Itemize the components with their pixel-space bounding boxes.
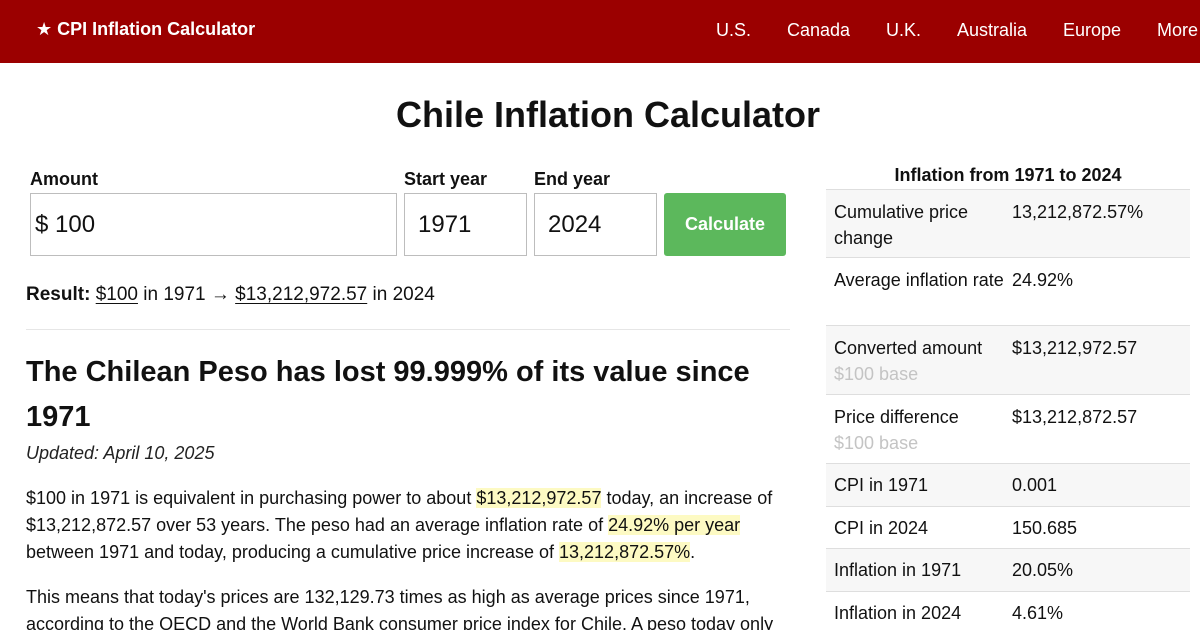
row-key: Average inflation rate: [834, 270, 1004, 290]
summary-paragraph: $100 in 1971 is equivalent in purchasing…: [26, 485, 772, 566]
result-label: Result:: [26, 284, 91, 305]
nav-link-canada[interactable]: Canada: [787, 20, 851, 40]
summary-line-1: $100 in 1971 is equivalent in purchasing…: [26, 488, 773, 508]
highlight-converted: $13,212,972.57: [476, 488, 602, 508]
table-row: CPI in 1971 0.001: [826, 463, 1190, 506]
result-to-year: in 2024: [372, 284, 435, 305]
updated-date: Updated: April 10, 2025: [26, 443, 215, 463]
article-headline: The Chilean Peso has lost 99.999% of its…: [26, 356, 750, 433]
page-title: Chile Inflation Calculator: [395, 94, 821, 135]
row-key: CPI in 1971: [834, 475, 929, 495]
row-value: 13,212,872.57%: [1012, 202, 1144, 222]
nav-link-australia[interactable]: Australia: [957, 20, 1028, 40]
row-value: 24.92%: [1012, 270, 1074, 290]
table-row: Average inflation rate 24.92%: [826, 257, 1190, 325]
row-value: $13,212,972.57: [1012, 338, 1138, 358]
row-key: Converted amount $100 base: [834, 335, 1004, 387]
row-key: CPI in 2024: [834, 518, 929, 538]
result-line: Result: $100 in 1971 → $13,212,972.57 in…: [26, 284, 435, 306]
row-value: 4.61%: [1012, 603, 1064, 623]
table-row: Cumulative price change 13,212,872.57%: [826, 189, 1190, 257]
brand-label: CPI Inflation Calculator: [57, 19, 256, 39]
end-year-input[interactable]: 2024: [534, 193, 657, 256]
highlight-cumulative: 13,212,872.57%: [559, 542, 691, 562]
divider: [26, 329, 790, 330]
row-value: $13,212,872.57: [1012, 407, 1138, 427]
row-subnote: $100 base: [834, 433, 919, 453]
result-from-amount[interactable]: $100: [95, 284, 138, 305]
currency-symbol: $: [35, 211, 49, 238]
arrow-icon: →: [210, 284, 230, 305]
amount-value: 100: [55, 211, 96, 238]
detail-line-2: according to the OECD and the World Bank…: [26, 614, 774, 630]
summary-line-3: between 1971 and today, producing a cumu…: [26, 542, 696, 562]
row-value: 0.001: [1012, 475, 1058, 495]
nav-link-us[interactable]: U.S.: [716, 20, 752, 40]
start-year-value: 1971: [418, 211, 472, 238]
amount-input[interactable]: $ 100: [30, 193, 397, 256]
detail-paragraph: This means that today's prices are 132,1…: [26, 584, 773, 630]
star-icon: ★: [36, 19, 53, 39]
row-value: 150.685: [1012, 518, 1078, 538]
row-key: Cumulative price change: [834, 202, 969, 248]
row-key: Inflation in 2024: [834, 603, 962, 623]
row-value: 20.05%: [1012, 560, 1074, 580]
end-year-value: 2024: [548, 211, 602, 238]
brand-link[interactable]: ★ CPI Inflation Calculator: [36, 19, 255, 40]
end-year-label: End year: [534, 169, 611, 189]
nav-link-europe[interactable]: Europe: [1063, 20, 1122, 40]
detail-line-1: This means that today's prices are 132,1…: [26, 587, 750, 607]
start-year-input[interactable]: 1971: [404, 193, 527, 256]
amount-label: Amount: [30, 169, 98, 189]
table-row: CPI in 2024 150.685: [826, 506, 1190, 548]
sidebar-title: Inflation from 1971 to 2024: [894, 165, 1122, 185]
table-row: Price difference $100 base $13,212,872.57: [826, 394, 1190, 463]
row-key: Inflation in 1971: [834, 560, 962, 580]
nav-link-uk[interactable]: U.K.: [886, 20, 922, 40]
calculate-button[interactable]: Calculate: [664, 193, 786, 256]
start-year-label: Start year: [404, 169, 488, 189]
table-row: Converted amount $100 base $13,212,972.57: [826, 325, 1190, 394]
table-row: Inflation in 1971 20.05%: [826, 548, 1190, 591]
table-row: Inflation in 2024 4.61%: [826, 591, 1190, 630]
result-from-year: in 1971: [143, 284, 206, 305]
row-key: Price difference $100 base: [834, 404, 1004, 456]
nav-link-more[interactable]: More: [1157, 20, 1199, 40]
top-navbar: ★ CPI Inflation Calculator U.S. Canada U.…: [0, 0, 1200, 63]
result-to-amount[interactable]: $13,212,972.57: [235, 284, 368, 305]
summary-line-2: $13,212,872.57 over 53 years. The peso h…: [26, 515, 741, 535]
highlight-avg-rate: 24.92% per year: [608, 515, 741, 535]
row-subnote: $100 base: [834, 364, 919, 384]
